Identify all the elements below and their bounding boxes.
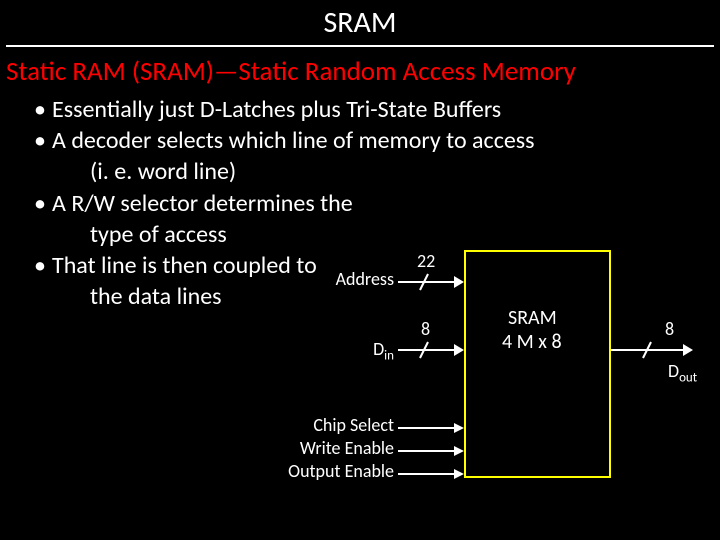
bullet-4: That line is then coupled to <box>34 250 720 281</box>
din-width: 8 <box>421 318 430 340</box>
chip-select-arrow <box>398 420 468 436</box>
dout-width: 8 <box>665 318 674 340</box>
bullet-3: A R/W selector determines the <box>34 188 720 219</box>
din-sub: in <box>384 349 394 364</box>
sram-box-label2: 4 M x 8 <box>502 330 562 354</box>
dout-label: Dout <box>668 360 697 386</box>
dout-arrow <box>611 340 697 360</box>
output-enable-arrow <box>398 466 468 482</box>
bullet-2: A decoder selects which line of memory t… <box>34 125 720 156</box>
write-enable-arrow <box>398 443 468 459</box>
bullet-1: Essentially just D-Latches plus Tri-Stat… <box>34 94 720 125</box>
output-enable-label: Output Enable <box>256 460 394 482</box>
bullet-3-sub: type of access <box>34 219 720 250</box>
dout-base: D <box>668 360 679 382</box>
bullet-4-sub: the data lines <box>34 281 720 312</box>
din-label: Din <box>340 338 394 364</box>
chip-select-label: Chip Select <box>280 414 394 436</box>
dout-sub: out <box>679 371 697 386</box>
bullet-list: Essentially just D-Latches plus Tri-Stat… <box>0 94 720 312</box>
bullet-2-sub: (i. e. word line) <box>34 156 720 187</box>
din-arrow <box>398 340 468 360</box>
din-base: D <box>373 338 384 360</box>
subtitle: Static RAM (SRAM)—Static Random Access M… <box>0 47 720 94</box>
slide-title: SRAM <box>6 0 714 47</box>
write-enable-label: Write Enable <box>264 437 394 459</box>
